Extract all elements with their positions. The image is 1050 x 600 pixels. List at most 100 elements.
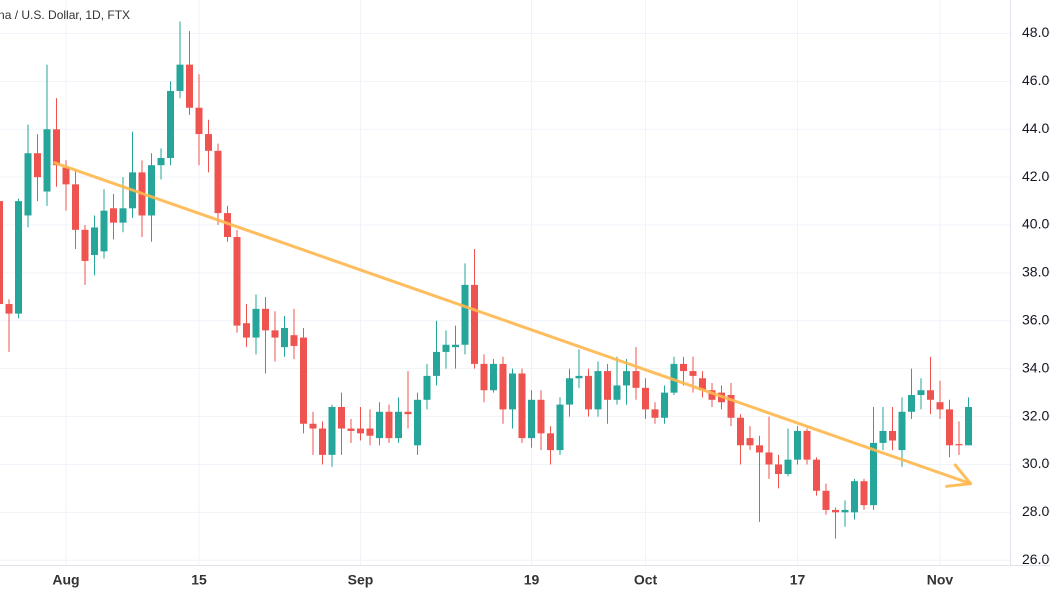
candle-body xyxy=(214,150,222,214)
candle-body xyxy=(680,363,687,372)
candle-body xyxy=(0,201,3,305)
y-tick-label: 30.00 xyxy=(1022,455,1050,471)
x-tick-label: Nov xyxy=(927,572,954,588)
x-tick-label: Sep xyxy=(348,572,374,588)
candle-body xyxy=(62,167,70,185)
candle-body xyxy=(822,490,830,510)
candle-body xyxy=(613,385,621,400)
candle-body xyxy=(366,428,374,436)
candle-body xyxy=(81,229,89,261)
candle-body xyxy=(5,304,13,314)
candle-body xyxy=(889,430,896,441)
y-tick-label: 48.00 xyxy=(1022,24,1050,40)
x-tick-label: 17 xyxy=(790,572,806,588)
candle-body xyxy=(765,452,773,465)
candle-body xyxy=(395,411,402,439)
x-tick-label: Aug xyxy=(52,572,79,588)
candle-body xyxy=(328,406,336,455)
candle-body xyxy=(917,390,925,396)
candle-body xyxy=(24,153,32,216)
y-tick-label: 28.00 xyxy=(1022,503,1050,519)
x-tick-label: 19 xyxy=(524,572,540,588)
candle-body xyxy=(233,237,241,326)
candle-body xyxy=(708,390,716,400)
candle-body xyxy=(746,438,754,446)
candle-body xyxy=(195,107,203,135)
candle-body xyxy=(414,399,421,446)
candle-body xyxy=(347,428,355,431)
candle-body xyxy=(879,430,887,443)
candle-body xyxy=(841,509,849,513)
candle-body xyxy=(176,64,184,91)
candle-body xyxy=(376,411,383,439)
candle-body xyxy=(338,406,345,429)
candle-body xyxy=(499,363,507,410)
candle-body xyxy=(727,395,735,418)
trend-arrowhead xyxy=(945,482,972,488)
candle-body xyxy=(908,395,915,412)
candles xyxy=(0,21,972,539)
candle-body xyxy=(100,210,108,252)
candle-body xyxy=(585,375,592,410)
candle-body xyxy=(357,428,364,434)
candle-body xyxy=(642,387,649,410)
candle-body xyxy=(699,378,706,391)
overlay xyxy=(53,161,972,488)
candle-body xyxy=(547,433,554,451)
candle-body xyxy=(813,459,820,491)
candle-body xyxy=(53,129,60,166)
candle-body xyxy=(537,399,545,434)
candle-body xyxy=(898,411,906,451)
candle-body xyxy=(300,337,307,424)
candle-body xyxy=(737,417,744,446)
candle-body xyxy=(661,392,668,418)
candle-body xyxy=(556,404,564,451)
candle-body xyxy=(794,430,801,460)
candle-body xyxy=(271,330,279,338)
candle-body xyxy=(167,90,174,159)
candle-body xyxy=(157,158,165,166)
candle-body xyxy=(480,363,488,391)
candle-body xyxy=(186,64,193,108)
y-tick-label: 26.00 xyxy=(1022,551,1050,567)
candle-body xyxy=(471,284,478,364)
candle-body xyxy=(423,375,431,400)
candle-body xyxy=(623,371,630,386)
trend-line xyxy=(53,161,972,486)
y-tick-label: 36.00 xyxy=(1022,312,1050,328)
candle-body xyxy=(946,409,953,446)
candle-body xyxy=(119,208,127,223)
candle-body xyxy=(34,153,41,178)
y-tick-label: 40.00 xyxy=(1022,216,1050,232)
candle-body xyxy=(91,227,98,255)
candle-body xyxy=(15,201,22,314)
candle-body xyxy=(604,371,611,400)
y-tick-label: 34.00 xyxy=(1022,359,1050,375)
candle-body xyxy=(262,308,269,331)
candle-body xyxy=(775,464,782,475)
candle-body xyxy=(756,445,763,453)
candle-body xyxy=(252,308,260,338)
candle-body xyxy=(281,327,288,348)
candle-body xyxy=(404,411,412,415)
candle-body xyxy=(72,184,79,230)
candle-body xyxy=(243,323,250,338)
candle-body xyxy=(442,344,450,352)
candle-body xyxy=(955,444,963,446)
candle-body xyxy=(319,428,326,455)
candle-body xyxy=(509,373,516,410)
candle-body xyxy=(860,481,868,506)
chart-title: Solana / U.S. Dollar, 1D, FTX xyxy=(0,8,130,22)
candle-body xyxy=(461,284,469,345)
candle-body xyxy=(110,208,117,223)
candle-body xyxy=(632,371,640,388)
candle-body xyxy=(205,134,212,151)
grid xyxy=(0,0,1010,565)
candle-body xyxy=(651,409,659,418)
candle-body xyxy=(43,129,51,192)
candle-body xyxy=(965,406,972,446)
y-tick-label: 32.00 xyxy=(1022,407,1050,423)
